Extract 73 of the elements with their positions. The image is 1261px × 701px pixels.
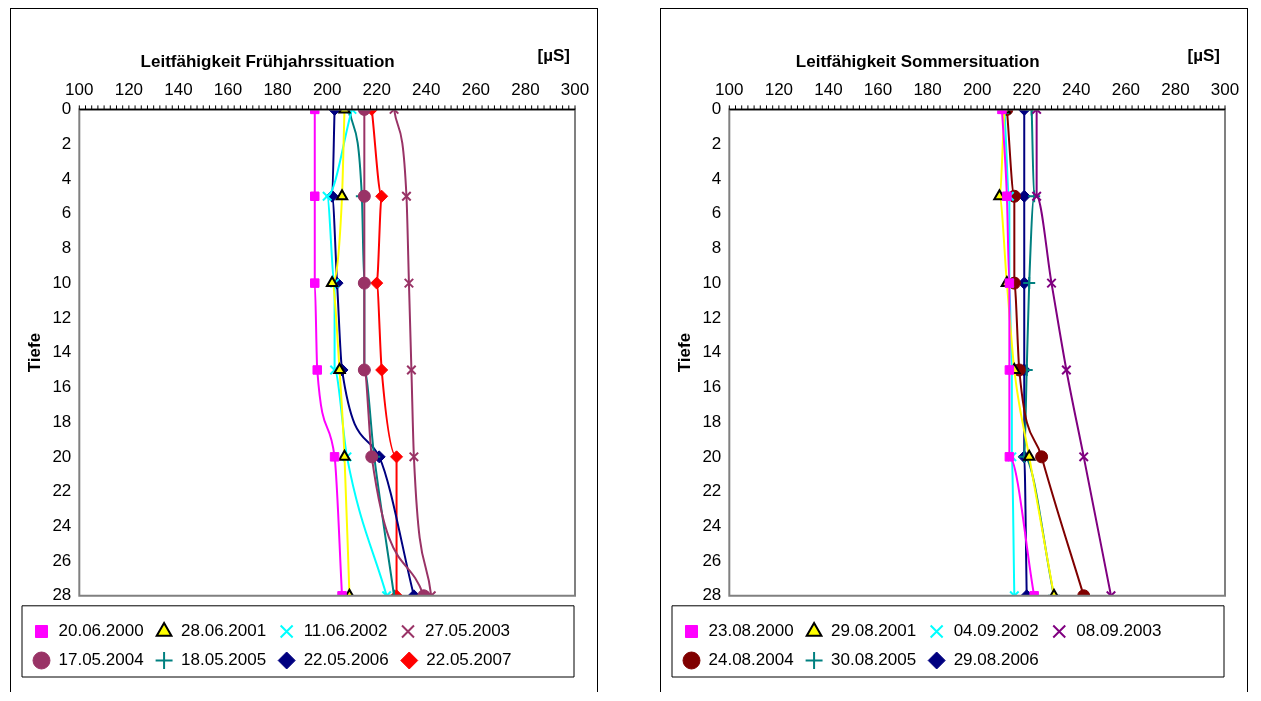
x-tick-label: 160 [213, 79, 243, 99]
y-tick-label: 2 [61, 133, 72, 153]
y-tick-label: 24 [52, 516, 72, 535]
x-axis-title: [µS] [1187, 46, 1220, 65]
y-axis-title: Tiefe [674, 332, 694, 373]
x-tick-label: 300 [1210, 79, 1240, 99]
x-tick-label: 140 [814, 79, 843, 99]
y-tick-label: 8 [61, 238, 72, 258]
y-tick-label: 24 [702, 516, 722, 535]
x-tick-label: 140 [164, 79, 193, 99]
x-tick-label: 280 [511, 79, 540, 99]
y-tick-label: 12 [702, 307, 722, 327]
y-tick-label: 6 [711, 203, 722, 223]
y-tick-label: 22 [52, 481, 72, 501]
legend-label: 28.06.2001 [181, 621, 267, 641]
x-tick-label: 100 [715, 79, 744, 99]
chart-title: Leitfähigkeit Frühjahrssituation [140, 52, 395, 71]
legend-label: 08.09.2003 [1076, 621, 1162, 641]
y-tick-label: 4 [711, 168, 722, 188]
x-tick-label: 200 [312, 79, 342, 99]
x-tick-label: 280 [1161, 79, 1190, 99]
legend-label: 22.05.2007 [426, 650, 512, 670]
y-tick-label: 0 [711, 99, 722, 119]
y-tick-label: 12 [52, 307, 72, 327]
x-tick-label: 240 [1062, 79, 1091, 99]
x-tick-label: 120 [114, 79, 144, 99]
x-tick-label: 240 [412, 79, 441, 99]
y-tick-label: 16 [702, 377, 722, 397]
y-tick-label: 20 [702, 446, 722, 466]
y-tick-label: 18 [52, 411, 72, 431]
y-tick-label: 28 [52, 585, 72, 605]
y-tick-label: 0 [61, 99, 72, 119]
legend-label: 24.08.2004 [708, 650, 794, 670]
x-tick-label: 220 [1012, 79, 1041, 99]
x-tick-label: 160 [863, 79, 893, 99]
x-tick-label: 200 [962, 79, 992, 99]
x-tick-label: 260 [461, 79, 491, 99]
x-axis-title: [µS] [537, 46, 570, 65]
y-tick-label: 26 [52, 550, 72, 570]
legend-label: 20.06.2000 [58, 621, 144, 641]
legend-label: 11.06.2002 [303, 621, 388, 641]
y-tick-label: 18 [702, 411, 722, 431]
legend-label: 17.05.2004 [58, 650, 144, 670]
y-tick-label: 14 [702, 342, 722, 362]
legend-label: 18.05.2005 [181, 650, 267, 670]
y-tick-label: 14 [52, 342, 72, 362]
y-tick-label: 10 [702, 272, 722, 292]
x-tick-label: 220 [362, 79, 391, 99]
y-tick-label: 6 [61, 203, 72, 223]
x-tick-label: 260 [1111, 79, 1141, 99]
legend-label: 04.09.2002 [953, 621, 1039, 641]
y-tick-label: 20 [52, 446, 72, 466]
y-tick-label: 26 [702, 550, 722, 570]
y-tick-label: 28 [702, 585, 722, 605]
y-tick-label: 22 [702, 481, 722, 501]
y-axis-title: Tiefe [24, 332, 44, 373]
x-tick-label: 120 [764, 79, 794, 99]
x-tick-label: 180 [263, 79, 292, 99]
x-tick-label: 180 [913, 79, 942, 99]
legend-label: 29.08.2006 [953, 650, 1039, 670]
y-tick-label: 2 [711, 133, 722, 153]
legend-label: 22.05.2006 [303, 650, 389, 670]
legend-label: 29.08.2001 [831, 621, 917, 641]
x-tick-label: 100 [65, 79, 94, 99]
legend-label: 23.08.2000 [708, 621, 794, 641]
legend-label: 30.08.2005 [831, 650, 917, 670]
legend-label: 27.05.2003 [424, 621, 511, 641]
x-tick-label: 300 [560, 79, 590, 99]
chart-title: Leitfähigkeit Sommersituation [795, 52, 1040, 71]
y-tick-label: 16 [52, 377, 72, 397]
y-tick-label: 8 [711, 238, 722, 258]
y-tick-label: 4 [61, 168, 72, 188]
y-tick-label: 10 [52, 272, 72, 292]
